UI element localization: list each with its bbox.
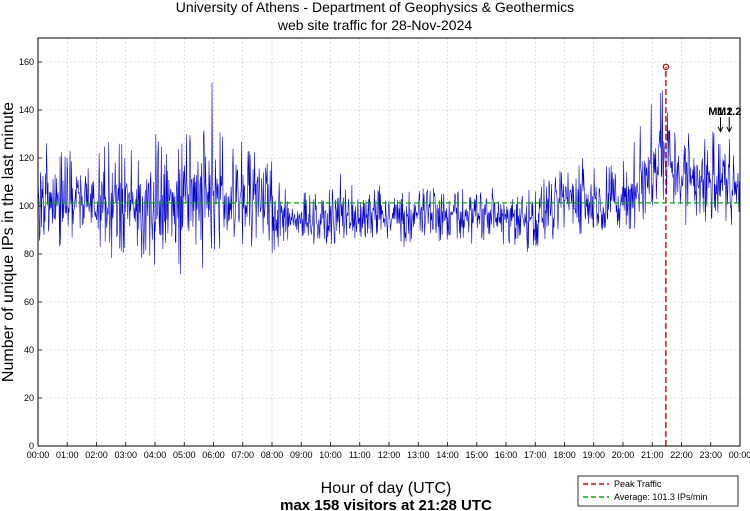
- x-tick-label: 09:00: [290, 450, 313, 460]
- y-tick-label: 120: [19, 153, 34, 163]
- x-tick-label: 05:00: [173, 450, 196, 460]
- x-tick-label: 20:00: [612, 450, 635, 460]
- x-tick-label: 19:00: [582, 450, 605, 460]
- x-tick-label: 15:00: [465, 450, 488, 460]
- x-tick-label: 00:00: [27, 450, 50, 460]
- max-visitors-summary: max 158 visitors at 21:28 UTC: [280, 497, 492, 511]
- event-annotation-label: M1.2: [717, 106, 741, 118]
- x-tick-label: 08:00: [261, 450, 284, 460]
- y-axis: 0 20 40 60 80 100 120 140 160: [19, 57, 42, 451]
- traffic-series-line: [37, 82, 741, 275]
- x-axis: 00:00 01:00 02:00 03:00 04:00 05:00 06:00 07:00…: [27, 442, 750, 460]
- legend-box: [577, 475, 739, 507]
- event-annotation-label: M1.2: [708, 106, 732, 118]
- x-tick-label: 23:00: [699, 450, 722, 460]
- x-tick-label: 21:00: [641, 450, 664, 460]
- annotations: M1.2M1.2: [708, 106, 741, 133]
- y-tick-label: 140: [19, 105, 34, 115]
- x-tick-label: 02:00: [85, 450, 108, 460]
- event-arrow-head: [726, 126, 733, 133]
- x-tick-label: 00:00: [729, 450, 750, 460]
- chart-title: University of Athens - Department of Geo…: [176, 0, 574, 15]
- x-axis-title: Hour of day (UTC): [321, 480, 452, 497]
- y-axis-title: Number of unique IPs in the last minute: [0, 102, 17, 382]
- x-tick-label: 17:00: [524, 450, 547, 460]
- y-tick-label: 20: [24, 393, 34, 403]
- legend-average-label: Average: 101.3 IPs/min: [614, 492, 707, 502]
- y-tick-label: 40: [24, 345, 34, 355]
- legend: Peak Traffic Average: 101.3 IPs/min: [577, 475, 739, 507]
- x-tick-label: 12:00: [378, 450, 401, 460]
- y-tick-label: 100: [19, 201, 34, 211]
- x-tick-label: 22:00: [670, 450, 693, 460]
- series-layer: [37, 82, 741, 275]
- chart-subtitle: web site traffic for 28-Nov-2024: [277, 17, 472, 33]
- x-tick-label: 16:00: [495, 450, 518, 460]
- event-arrow-head: [717, 126, 724, 133]
- reference-lines: [38, 63, 740, 446]
- x-tick-label: 03:00: [114, 450, 137, 460]
- y-tick-label: 60: [24, 297, 34, 307]
- x-tick-label: 11:00: [349, 450, 371, 460]
- y-tick-label: 160: [19, 57, 34, 67]
- x-tick-label: 14:00: [436, 450, 459, 460]
- x-tick-label: 01:00: [56, 450, 79, 460]
- x-tick-label: 18:00: [553, 450, 576, 460]
- x-tick-label: 10:00: [319, 450, 342, 460]
- legend-peak-label: Peak Traffic: [614, 479, 662, 489]
- chart-grid: [38, 38, 740, 446]
- y-tick-label: 0: [29, 441, 34, 451]
- x-tick-label: 06:00: [202, 450, 225, 460]
- x-tick-label: 07:00: [231, 450, 254, 460]
- y-tick-label: 80: [24, 249, 34, 259]
- x-tick-label: 04:00: [144, 450, 167, 460]
- peak-marker: [662, 63, 670, 71]
- x-tick-label: 13:00: [407, 450, 430, 460]
